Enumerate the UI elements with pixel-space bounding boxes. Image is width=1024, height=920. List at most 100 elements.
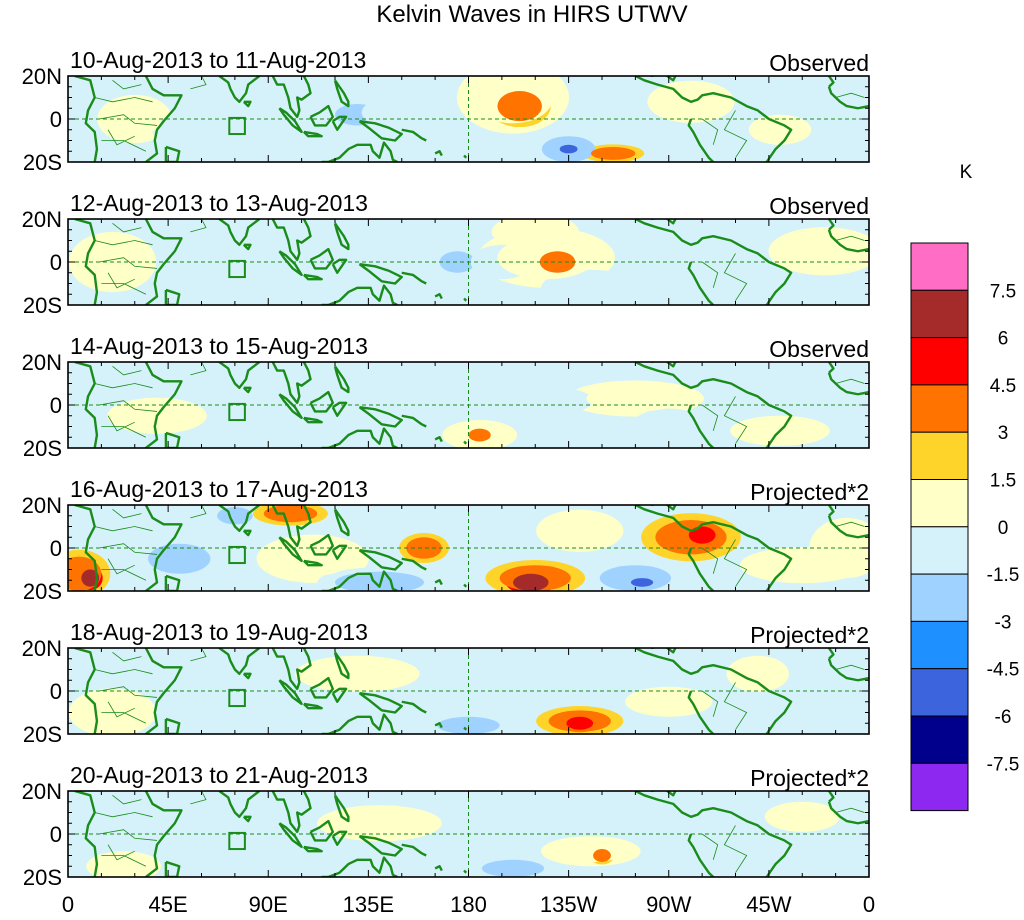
coastline — [309, 104, 334, 127]
anomaly-blob — [688, 526, 716, 544]
coastline — [164, 145, 181, 162]
coastline — [321, 427, 398, 448]
latitude-label: 20N — [22, 207, 62, 232]
latitude-label: 20N — [22, 636, 62, 661]
longitude-label: 180 — [450, 892, 487, 917]
coastline — [321, 856, 398, 877]
coastline — [144, 791, 183, 877]
country-border — [190, 791, 207, 805]
coastline — [218, 362, 261, 389]
anomaly-blob — [735, 660, 780, 687]
map-panel: 20N 0 20S 16-Aug-2013 to 17-Aug-2013 Project… — [22, 476, 870, 604]
panel-kind: Projected*2 — [750, 479, 869, 505]
coastline — [74, 76, 99, 162]
coastline — [331, 258, 348, 274]
longitude-label: 90E — [249, 892, 288, 917]
anomaly-blob — [388, 377, 460, 412]
coastline — [309, 390, 334, 413]
country-border — [94, 383, 153, 389]
country-border — [112, 79, 142, 90]
coastline — [242, 100, 252, 108]
panel-kind: Projected*2 — [750, 765, 869, 791]
coastline — [74, 648, 99, 734]
coastline — [278, 822, 303, 849]
coastline — [303, 416, 323, 424]
anomaly-blob — [335, 810, 424, 837]
coastline — [333, 222, 350, 251]
anomaly-blob — [161, 816, 242, 843]
coastline — [164, 717, 181, 734]
country-border — [94, 240, 153, 246]
colorbar-label: -7.5 — [987, 754, 1020, 775]
anomaly-blob — [642, 413, 696, 440]
coastline — [74, 791, 99, 877]
coastline — [278, 679, 303, 706]
coastline — [164, 288, 181, 305]
coastline — [358, 548, 403, 571]
colorbar: K 7.5 6 4.5 3 1.5 0 -1.5 -3 -4.5 -6 -7.5 — [910, 162, 1020, 812]
latitude-label: 0 — [50, 536, 62, 561]
coastline — [271, 791, 312, 834]
latitude-label: 20N — [22, 779, 62, 804]
anomaly-blob — [566, 716, 594, 730]
anomaly-blob — [521, 387, 594, 414]
coastline — [401, 128, 427, 142]
longitude-label: 0 — [863, 892, 875, 917]
coastline — [242, 529, 252, 537]
coastline — [827, 86, 869, 110]
coastline — [242, 815, 252, 823]
map-panel: 20N 0 20S 14-Aug-2013 to 15-Aug-2013 Observe… — [22, 333, 870, 461]
coastline — [827, 515, 869, 539]
coastline — [634, 219, 793, 305]
country-border — [101, 426, 147, 438]
country-border — [723, 396, 748, 444]
colorbar-label: 4.5 — [990, 376, 1016, 397]
latitude-label: 0 — [50, 679, 62, 704]
country-border — [190, 648, 207, 662]
coastline — [218, 219, 261, 247]
country-border — [835, 521, 865, 527]
country-border — [723, 682, 748, 730]
coastline — [278, 393, 303, 420]
country-border — [107, 415, 135, 432]
latitude-label: 20N — [22, 64, 62, 89]
coastline — [321, 141, 398, 162]
country-border — [112, 508, 142, 519]
coastline — [303, 273, 323, 281]
coastline — [401, 557, 427, 571]
anomaly-blob — [784, 234, 865, 269]
country-border — [107, 701, 135, 718]
coastlines — [74, 362, 869, 448]
country-border — [107, 129, 135, 146]
coastline — [827, 658, 869, 682]
latitude-label: 20S — [23, 436, 62, 461]
country-border — [701, 833, 719, 860]
country-border — [112, 651, 142, 662]
coastline — [827, 76, 835, 88]
anomaly-blob — [775, 806, 829, 828]
anomaly-blob — [637, 691, 700, 713]
coastline — [321, 284, 398, 305]
anomaly-blob — [201, 223, 291, 258]
anomaly-blob — [217, 507, 253, 525]
longitude-label: 0 — [62, 892, 74, 917]
coastline — [687, 261, 715, 305]
colorbar-label: 6 — [998, 329, 1009, 350]
anomaly-blob — [165, 116, 238, 143]
coastline — [271, 76, 312, 119]
coastline — [333, 651, 350, 680]
anomaly-blob — [312, 660, 402, 687]
anomaly-blob — [559, 144, 578, 154]
colorbar-swatch — [910, 337, 969, 386]
country-border — [723, 825, 748, 873]
coastline — [687, 690, 715, 734]
colorbar-swatch — [910, 479, 969, 528]
colorbar-swatch — [910, 526, 969, 575]
country-border — [835, 664, 865, 670]
coastline — [333, 365, 350, 394]
colorbar-swatch — [910, 384, 969, 433]
reference-box — [228, 545, 246, 565]
colorbar-swatch — [910, 620, 969, 670]
colorbar-swatch — [910, 289, 969, 339]
anomaly-blob — [504, 219, 567, 245]
